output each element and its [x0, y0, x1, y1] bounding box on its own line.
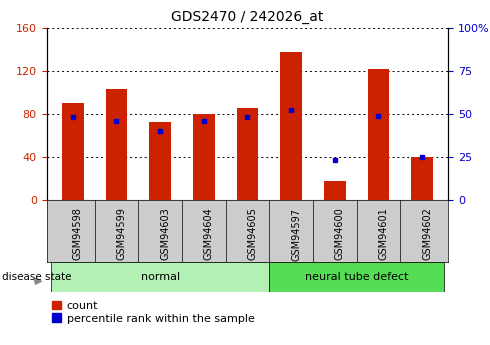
Text: GSM94603: GSM94603	[160, 208, 170, 260]
Bar	[237, 108, 258, 200]
Text: GSM94597: GSM94597	[291, 208, 301, 260]
Bar	[324, 181, 346, 200]
Text: neural tube defect: neural tube defect	[305, 272, 408, 282]
Text: GSM94601: GSM94601	[378, 208, 389, 260]
Legend: count, percentile rank within the sample: count, percentile rank within the sample	[52, 300, 254, 324]
Bar	[368, 69, 390, 200]
Text: GSM94605: GSM94605	[247, 208, 257, 260]
Bar	[280, 52, 302, 200]
Title: GDS2470 / 242026_at: GDS2470 / 242026_at	[172, 10, 323, 24]
Text: GSM94604: GSM94604	[204, 208, 214, 260]
Text: GSM94598: GSM94598	[73, 208, 83, 260]
Text: GSM94599: GSM94599	[117, 208, 126, 260]
Bar	[270, 262, 444, 292]
Text: GSM94600: GSM94600	[335, 208, 345, 260]
Text: normal: normal	[141, 272, 180, 282]
Bar	[411, 157, 433, 200]
Bar	[149, 122, 171, 200]
Text: disease state: disease state	[2, 272, 72, 282]
Bar	[105, 89, 127, 200]
Bar	[193, 114, 215, 200]
Bar	[51, 262, 270, 292]
Text: GSM94602: GSM94602	[422, 208, 432, 260]
Bar	[62, 103, 84, 200]
